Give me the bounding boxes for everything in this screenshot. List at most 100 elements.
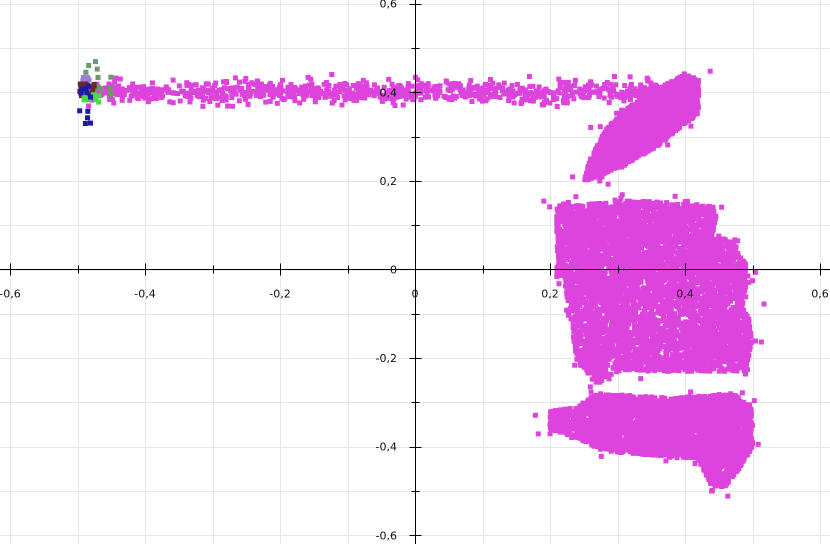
scatter-point	[612, 119, 618, 125]
scatter-point	[523, 97, 529, 103]
scatter-point	[573, 89, 579, 95]
scatter-point	[280, 77, 285, 83]
scatter-point	[421, 83, 427, 89]
scatter-point	[482, 82, 488, 87]
scatter-point	[617, 138, 623, 144]
scatter-point	[360, 77, 366, 83]
scatter-point	[594, 170, 600, 176]
scatter-point	[375, 89, 381, 95]
scatter-point	[627, 109, 632, 115]
scatter-point	[577, 91, 583, 96]
scatter-point	[390, 91, 396, 97]
scatter-point	[418, 97, 424, 103]
scatter-point	[388, 92, 393, 98]
scatter-point	[467, 88, 473, 94]
scatter-point	[564, 100, 570, 106]
scatter-point	[265, 84, 271, 90]
scatter-point	[214, 94, 220, 100]
scatter-point	[176, 83, 182, 89]
scatter-point	[595, 152, 601, 158]
scatter-point	[640, 115, 645, 121]
scatter-point	[606, 100, 612, 105]
scatter-point	[368, 87, 374, 93]
scatter-point	[358, 95, 364, 101]
scatter-point	[587, 170, 593, 176]
scatter-point	[441, 93, 447, 99]
scatter-point	[203, 95, 209, 101]
scatter-point	[133, 88, 139, 94]
scatter-point	[610, 85, 616, 91]
scatter-point	[297, 100, 303, 106]
scatter-point	[288, 82, 294, 87]
scatter-point	[516, 90, 522, 96]
scatter-point	[602, 168, 608, 173]
scatter-point	[627, 74, 633, 80]
scatter-point	[346, 86, 352, 92]
scatter-point	[400, 102, 406, 108]
scatter-point	[551, 90, 556, 96]
scatter-point	[394, 93, 400, 99]
scatter-point	[624, 114, 630, 120]
scatter-point	[254, 92, 259, 98]
scatter-point	[608, 163, 614, 169]
scatter-point	[342, 87, 348, 93]
scatter-point	[656, 109, 662, 115]
scatter-point	[403, 96, 409, 102]
scatter-point	[570, 174, 576, 180]
scatter-point	[166, 87, 171, 93]
scatter-point	[358, 91, 364, 97]
scatter-point	[350, 83, 356, 88]
scatter-point	[477, 95, 483, 101]
scatter-point	[639, 88, 645, 94]
scatter-point	[293, 87, 299, 93]
scatter-point	[316, 86, 322, 92]
scatter-point	[590, 161, 596, 167]
scatter-point	[641, 124, 647, 130]
scatter-point	[628, 96, 633, 102]
scatter-point	[506, 95, 512, 100]
scatter-point	[601, 95, 607, 101]
scatter-point	[631, 128, 637, 134]
scatter-point	[379, 98, 385, 104]
scatter-point	[112, 79, 118, 85]
scatter-point	[329, 72, 335, 77]
scatter-point	[588, 175, 594, 181]
scatter-point	[595, 147, 601, 153]
scatter-point	[257, 94, 263, 99]
scatter-point	[628, 115, 634, 121]
scatter-point	[597, 124, 603, 130]
scatter-point	[234, 84, 240, 90]
scatter-point	[214, 90, 220, 96]
scatter-point	[527, 84, 533, 90]
scatter-point	[561, 79, 566, 85]
scatter-point	[511, 100, 517, 106]
scatter-point	[607, 81, 613, 87]
scatter-point	[677, 88, 683, 94]
scatter-point	[329, 93, 335, 99]
scatter-point	[150, 96, 156, 102]
scatter-point	[384, 95, 390, 101]
scatter-point	[389, 81, 395, 87]
scatter-point	[533, 88, 539, 94]
scatter-point	[312, 91, 318, 97]
scatter-point	[200, 97, 206, 103]
scatter-point	[617, 157, 622, 163]
scatter-point	[378, 93, 384, 98]
scatter-point	[554, 96, 560, 102]
scatter-point	[499, 88, 505, 94]
scatter-point	[512, 91, 518, 97]
scatter-point	[345, 89, 351, 94]
scatter-point	[530, 83, 536, 89]
scatter-point	[437, 88, 443, 94]
scatter-point	[648, 84, 654, 90]
scatter-point	[583, 84, 589, 90]
scatter-point	[200, 85, 205, 91]
scatter-point	[630, 103, 636, 109]
scatter-point	[229, 95, 235, 101]
scatter-point	[519, 99, 524, 105]
scatter-point	[363, 80, 369, 86]
scatter-point	[617, 116, 623, 122]
scatter-point	[308, 88, 314, 94]
scatter-point	[635, 88, 641, 94]
scatter-point	[506, 90, 512, 96]
